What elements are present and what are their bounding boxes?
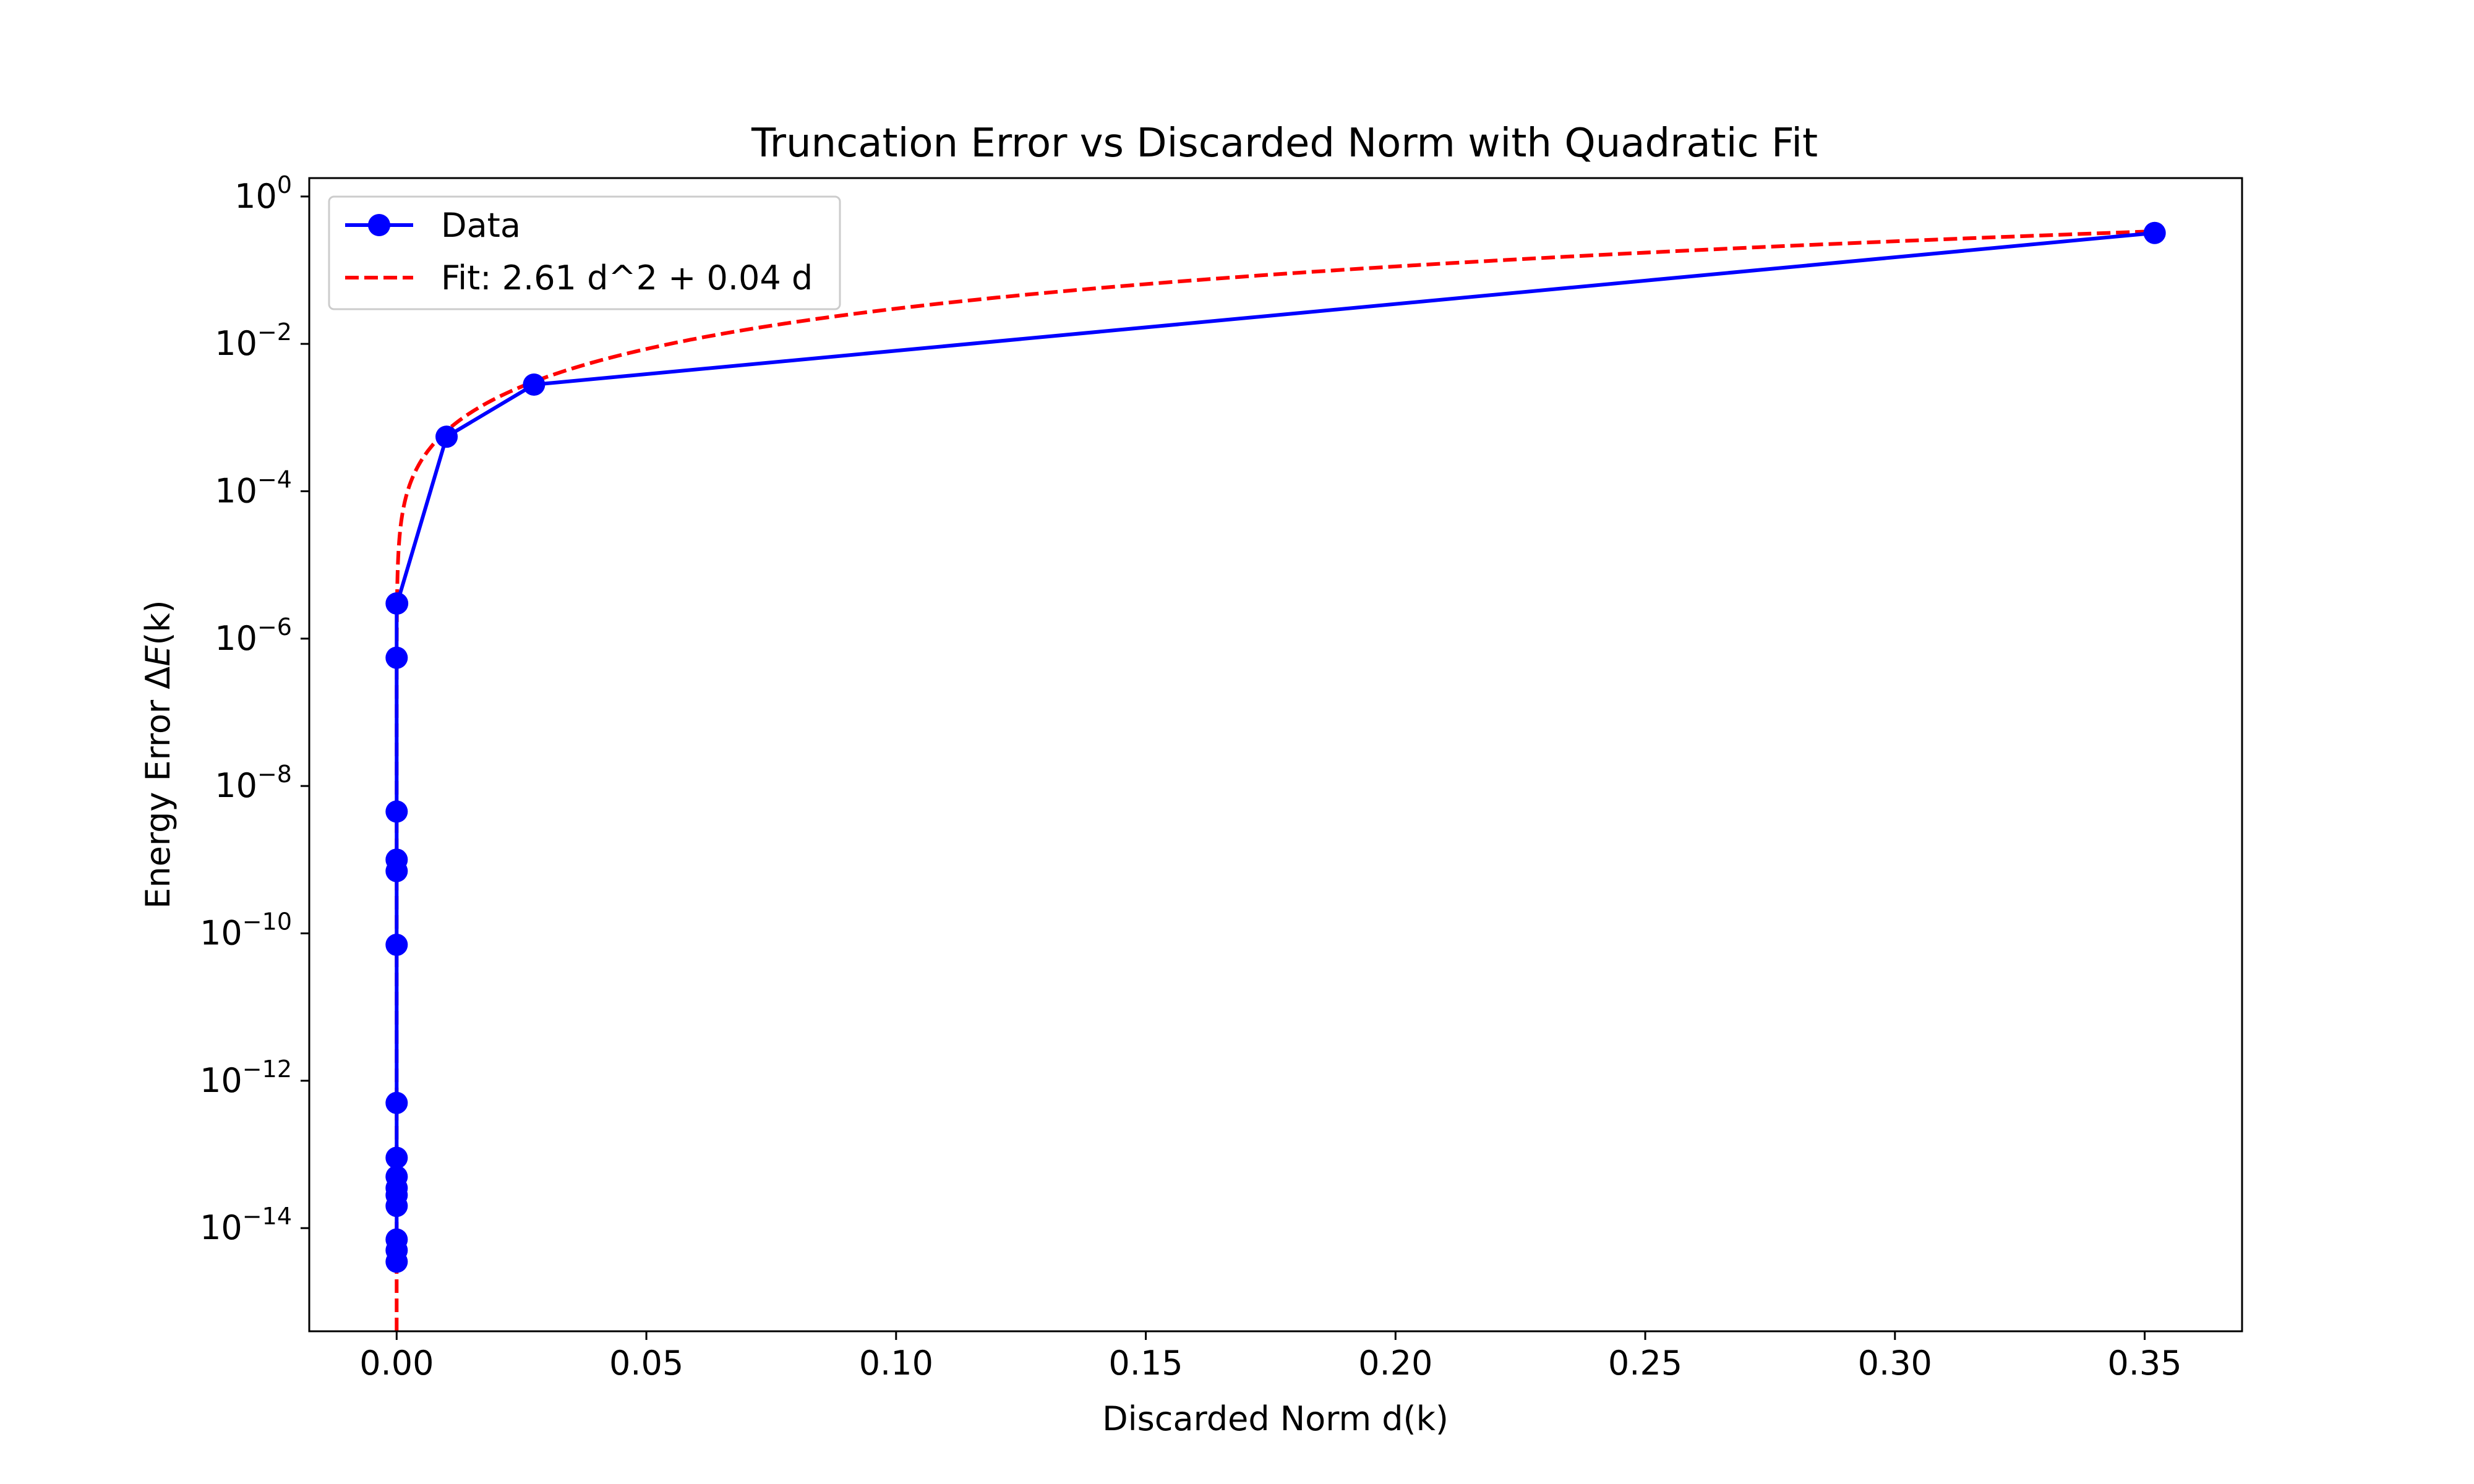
legend-box (328, 195, 841, 310)
data-point (385, 1165, 408, 1188)
y-tick-label-base: 10 (200, 913, 242, 952)
plot-area (309, 178, 2242, 1331)
legend-entry-fit: Fit: 2.61 d^2 + 0.04 d (345, 258, 813, 297)
x-tick-label: 0.30 (1858, 1344, 1932, 1383)
data-point (385, 848, 408, 871)
x-axis-ticks: 0.00 0.05 0.10 0.15 0.20 0.25 0.30 0.35 (359, 1331, 2182, 1383)
y-tick-label-exponent: −10 (242, 908, 292, 935)
axes-frame (308, 177, 2243, 1333)
x-tick-label: 0.20 (1358, 1344, 1432, 1383)
y-axis-label: Energy Error ΔE(k) (139, 600, 178, 908)
y-tick-label-base: 10 (234, 177, 277, 216)
y-tick-label-base: 10 (200, 1208, 242, 1247)
y-tick-label: 10−12 (200, 1055, 292, 1100)
x-tick-label: 0.25 (1608, 1344, 1682, 1383)
y-axis-label-suffix: (k) (139, 600, 178, 645)
legend-label-fit: Fit: 2.61 d^2 + 0.04 d (441, 258, 813, 297)
y-tick-label: 10−14 (200, 1203, 292, 1247)
x-tick-label: 0.00 (359, 1344, 434, 1383)
plot-background (309, 178, 2242, 1331)
y-tick-label: 10−4 (215, 466, 292, 510)
data-point (435, 425, 458, 448)
y-tick-label-exponent: −4 (257, 466, 292, 493)
y-tick-label-base: 10 (215, 324, 257, 363)
y-axis-label-variable: E (139, 645, 178, 667)
y-tick-label-base: 10 (215, 766, 257, 805)
y-axis-label-prefix: Energy Error Δ (139, 667, 178, 909)
data-point (523, 373, 546, 396)
chart-title: Truncation Error vs Discarded Norm with … (751, 121, 1818, 166)
x-tick-label: 0.10 (859, 1344, 933, 1383)
data-point (385, 646, 408, 669)
y-tick-label-base: 10 (200, 1061, 242, 1100)
y-tick-label: 10−2 (215, 318, 292, 363)
y-tick-label-base: 10 (215, 619, 257, 658)
legend: Data Fit: 2.61 d^2 + 0.04 d (328, 195, 841, 310)
x-tick-label: 0.15 (1108, 1344, 1183, 1383)
data-point (385, 1091, 408, 1114)
y-tick-label-exponent: −6 (257, 613, 292, 641)
y-tick-label: 10−6 (215, 613, 292, 658)
x-tick-label: 0.05 (609, 1344, 683, 1383)
x-axis-label: Discarded Norm d(k) (1102, 1399, 1449, 1438)
legend-data-marker (368, 214, 390, 236)
data-point (385, 1146, 408, 1169)
data-point (385, 1228, 408, 1251)
y-tick-label-base: 10 (215, 471, 257, 510)
y-tick-label: 10−10 (200, 908, 292, 952)
y-tick-label-exponent: −8 (257, 761, 292, 788)
legend-entry-data: Data (345, 206, 521, 245)
data-point (2143, 221, 2166, 244)
data-point (385, 800, 408, 823)
y-tick-label-exponent: 0 (277, 171, 292, 198)
data-layer (385, 221, 2166, 1273)
data-point (386, 592, 409, 615)
y-tick-label-exponent: −14 (242, 1203, 292, 1230)
y-tick-label-exponent: −2 (257, 318, 292, 346)
data-point (385, 933, 408, 956)
y-tick-label: 100 (234, 171, 292, 216)
x-tick-label: 0.35 (2107, 1344, 2181, 1383)
y-tick-label: 10−8 (215, 761, 292, 805)
legend-label-data: Data (441, 206, 521, 245)
y-tick-label-exponent: −12 (242, 1055, 292, 1083)
